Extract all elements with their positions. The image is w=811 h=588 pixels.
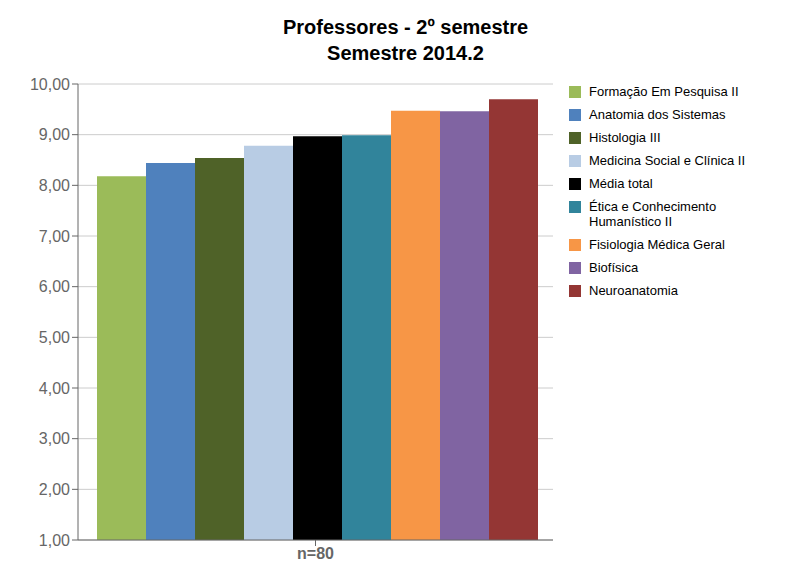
html-text:Neuroanatomia: Neuroanatomia bbox=[589, 283, 678, 298]
html-text:Professores - 2º semestre: Professores - 2º semestre bbox=[282, 16, 529, 38]
svg-text:9,00: 9,00 bbox=[39, 126, 70, 143]
svg-text:3,00: 3,00 bbox=[39, 430, 70, 447]
svg-text:n=80: n=80 bbox=[297, 545, 334, 562]
svg-text:10,00: 10,00 bbox=[30, 76, 70, 93]
html-text:Anatomia dos Sistemas: Anatomia dos Sistemas bbox=[589, 107, 726, 122]
html-text:Média total: Média total bbox=[589, 176, 653, 191]
svg-text:5,00: 5,00 bbox=[39, 329, 70, 346]
html-text:Biofísica: Biofísica bbox=[589, 260, 639, 275]
html-text:Semestre 2014.2: Semestre 2014.2 bbox=[327, 42, 484, 64]
html-text:Fisiologia Médica Geral: Fisiologia Médica Geral bbox=[589, 237, 725, 252]
svg-text:2,00: 2,00 bbox=[39, 481, 70, 498]
html-text:Medicina Social e Clínica II: Medicina Social e Clínica II bbox=[589, 153, 746, 168]
svg-text:7,00: 7,00 bbox=[39, 228, 70, 245]
html-text:Histologia III: Histologia III bbox=[589, 130, 661, 145]
svg-text:1,00: 1,00 bbox=[39, 532, 70, 549]
html-text:Formação Em Pesquisa II: Formação Em Pesquisa II bbox=[589, 84, 739, 99]
svg-text:8,00: 8,00 bbox=[39, 177, 70, 194]
html-text:Humanístico II: Humanístico II bbox=[589, 214, 673, 229]
svg-text:6,00: 6,00 bbox=[39, 278, 70, 295]
html-text:Ética e Conhecimento: Ética e Conhecimento bbox=[589, 199, 717, 214]
svg-text:4,00: 4,00 bbox=[39, 380, 70, 397]
